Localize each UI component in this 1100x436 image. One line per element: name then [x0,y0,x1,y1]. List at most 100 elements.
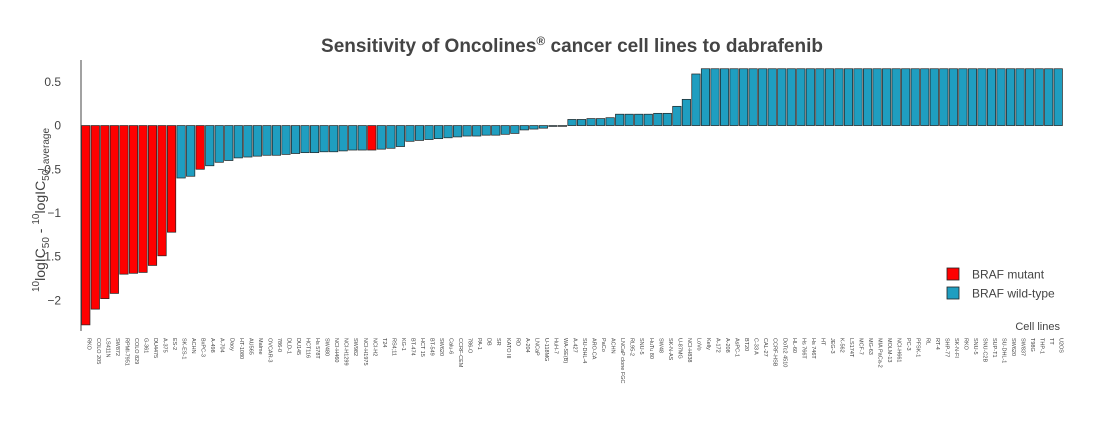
x-tick-label: THP-1 [1039,338,1045,354]
x-tick-label: PC-3 [905,338,911,351]
bar [176,125,186,179]
bar [586,118,596,126]
bar [872,68,882,126]
y-tick-label: −0.5 [37,162,61,176]
x-tick-label: HuTu 80 [648,338,654,359]
bar [786,68,796,126]
x-tick-label: LS174T [848,338,854,358]
legend-label-wild-type: BRAF wild-type [972,287,1055,301]
bar [967,68,977,126]
x-tick-label: COLO 829 [133,338,139,364]
bar [1044,68,1054,126]
x-tick-label: SW982 [352,338,358,356]
x-tick-label: SK-N-AS [667,338,673,361]
x-tick-label: BT20 [743,338,749,351]
x-tick-label: AU565 [247,338,253,355]
x-tick-label: LS411N [104,338,110,357]
bar [433,125,444,140]
x-tick-label: SHP-77 [943,338,949,357]
x-tick-label: JEG-3 [829,338,835,354]
x-tick-label: HL-60 [791,338,797,353]
bar [596,118,606,126]
x-tick-label: NCI-H838 [686,338,692,362]
bar [90,125,100,310]
bar [233,125,243,159]
x-tick-label: PA-1 [476,338,482,350]
x-tick-label: A-204 [524,338,530,353]
x-tick-label: CCRF-CEM [457,338,463,368]
bar [376,125,386,150]
x-tick-label: A-375 [162,338,168,353]
bar [767,68,777,126]
y-tick-label: −1 [47,206,61,220]
x-tick-label: Hs 746T [810,338,816,359]
bar [929,68,939,126]
legend-swatch-wild-type [946,286,960,300]
bar [567,119,577,126]
y-tick-label: 0 [54,119,61,133]
x-tick-label: A-427 [572,338,578,353]
bar [815,68,825,126]
x-tick-label: MOLM-13 [886,338,892,362]
bar [348,125,358,151]
bar [662,112,672,126]
x-tick-label: DU145 [295,338,301,355]
bar [624,113,634,126]
bar [948,68,958,126]
x-tick-label: SK-N-FI [953,338,959,358]
x-tick-label: TT [1048,338,1054,345]
x-tick-label: U-87MG [676,338,682,359]
x-tick-label: BxPC-3 [200,338,206,357]
bar [538,125,548,129]
bar [1025,68,1035,126]
bar [863,68,873,126]
bar [186,125,196,177]
x-tick-label: LNCaP clone FGC [619,338,625,383]
x-tick-label: OVCAR-3 [266,338,272,362]
x-axis-title: Cell lines [1015,321,1060,333]
x-tick-labels: RKO COLO 205 LS411N SW872 RPMI-7951 COLO 829 G… [85,338,1063,383]
bar [1015,68,1025,126]
x-tick-label: Hs 578T [314,338,320,359]
bar [424,125,434,140]
x-tick-label: Malme [257,338,263,355]
bar [615,113,625,126]
x-tick-label: NCI-H2 [371,338,377,356]
bar [271,125,281,156]
y-tick-label: −1.5 [37,250,61,264]
bar [939,68,949,126]
bar [605,117,615,126]
x-tick-label: RKO [962,338,968,351]
bar-series [81,68,1063,326]
bar [395,125,405,147]
bar [700,68,711,126]
bar [920,68,930,126]
x-tick-label: HCT116 [305,338,311,358]
bar [462,125,472,137]
x-tick-label: DU4475 [152,338,158,358]
bar [319,125,329,153]
bar [672,105,682,126]
x-tick-label: Daoy [228,338,234,351]
bar [128,125,138,274]
x-tick-label: PaCo [600,338,606,352]
x-tick-label: COLO 205 [95,338,101,364]
bar [491,125,501,136]
x-tick-label: SNU-C2B [981,338,987,362]
bar [681,98,691,126]
bar [1034,68,1044,126]
bar [119,125,129,275]
bar [1053,68,1063,126]
x-tick-label: RPMI-7951 [123,338,129,366]
x-tick-label: T24 [381,338,387,347]
bar [996,68,1006,126]
x-tick-label: NCI-H661 [896,338,902,362]
bar [977,68,987,126]
bar [195,125,205,170]
x-tick-label: U-118MG [543,338,549,361]
bar [748,68,758,126]
x-tick-label: LNCaP [533,338,539,356]
bar [729,68,739,126]
x-tick-label: Hs 766T [800,338,806,359]
